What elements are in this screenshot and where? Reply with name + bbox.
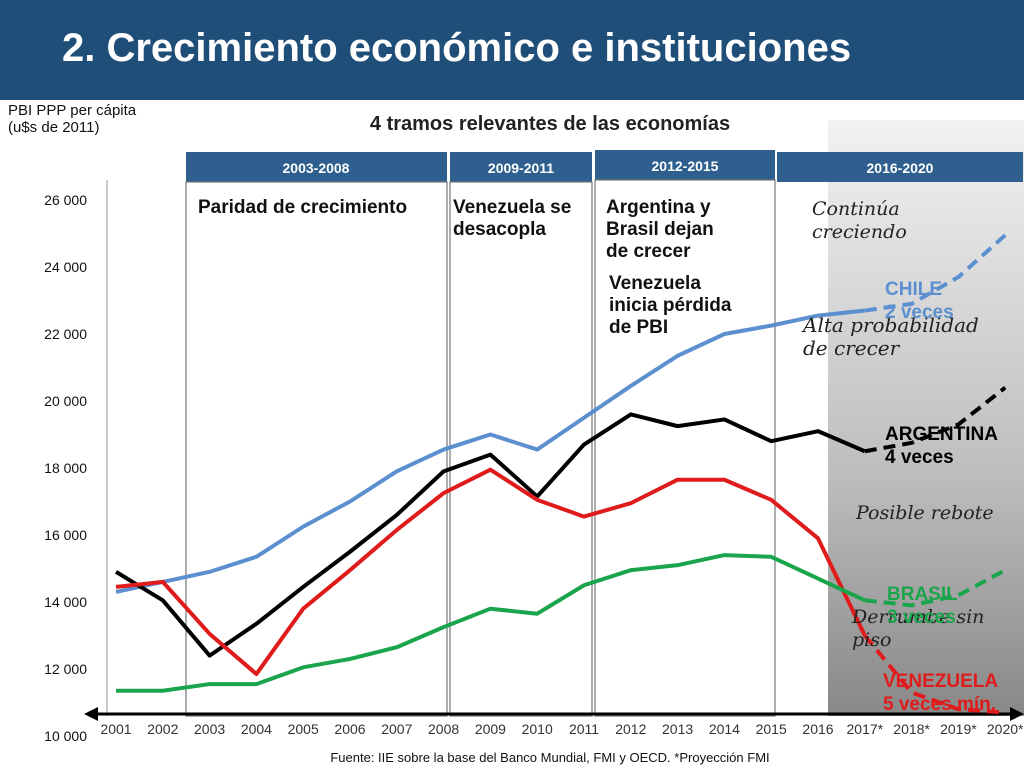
x-tick-label: 2020* — [987, 721, 1024, 737]
chart-subtitle: 4 tramos relevantes de las economías — [369, 113, 731, 135]
x-axis-arrow-left — [84, 707, 98, 721]
note-paridad: Paridad de crecimiento — [198, 197, 407, 218]
y-tick-label: 14 000 — [44, 594, 87, 610]
y-tick-label: 12 000 — [44, 661, 87, 677]
period-box-2 — [449, 181, 593, 717]
label-argentina-1: ARGENTINA — [885, 424, 998, 445]
series-projection-chile — [864, 233, 1007, 313]
source-note: Fuente: IIE sobre la base del Banco Mund… — [330, 750, 770, 765]
note-arg-bra-3: de crecer — [606, 241, 691, 262]
x-tick-label: 2013 — [662, 721, 693, 737]
note-ven-perdida-1: Venezuela — [609, 273, 701, 294]
x-tick-label: 2019* — [940, 721, 977, 737]
period-box-1 — [185, 181, 448, 717]
annot-derrumbe-1: Derrumbe sin — [851, 606, 984, 628]
x-tick-label: 2010 — [522, 721, 553, 737]
x-tick-label: 2005 — [288, 721, 319, 737]
x-tick-label: 2008 — [428, 721, 459, 737]
note-ven-perdida-3: de PBI — [609, 317, 668, 338]
series-projection-brasil — [864, 568, 1007, 608]
y-tick-labels: 10 000 12 000 14 000 16 000 18 000 20 000 22 0… — [44, 192, 87, 744]
label-argentina-2: 4 veces — [885, 447, 954, 468]
annot-continua-2: creciendo — [812, 221, 907, 243]
note-arg-bra-2: Brasil dejan — [606, 219, 714, 240]
series-line-chile — [115, 308, 866, 594]
label-venezuela-2: 5 veces mín. — [883, 694, 996, 715]
series-line-argentina — [114, 412, 866, 658]
x-tick-label: 2009 — [475, 721, 506, 737]
y-axis-label-line1: PBI PPP per cápita — [8, 102, 137, 119]
x-tick-label: 2004 — [241, 721, 272, 737]
note-arg-bra-1: Argentina y — [606, 197, 711, 218]
annot-continua-1: Continúa — [812, 198, 900, 220]
slide-title: 2. Crecimiento económico e instituciones — [62, 26, 852, 70]
annot-rebote: Posible rebote — [855, 502, 994, 524]
y-axis-label-line2: (u$s de 2011) — [8, 119, 100, 136]
period-label-3: 2012-2015 — [652, 158, 719, 174]
note-venezuela-desacopla-2: desacopla — [453, 219, 546, 240]
y-tick-label: 26 000 — [44, 192, 87, 208]
projection-area — [828, 120, 1024, 716]
period-label-2: 2009-2011 — [488, 160, 554, 176]
label-brasil-1: BRASIL — [887, 584, 958, 605]
x-tick-label: 2007 — [381, 721, 412, 737]
annot-alta-1: Alta probabilidad — [801, 313, 979, 337]
series-lines — [114, 233, 1007, 715]
note-venezuela-desacopla-1: Venezuela se — [453, 197, 571, 218]
x-tick-label: 2017* — [847, 721, 884, 737]
series-line-brasil — [116, 553, 866, 693]
y-tick-label: 20 000 — [44, 393, 87, 409]
annot-derrumbe-2: piso — [852, 629, 891, 651]
x-tick-label: 2012 — [615, 721, 646, 737]
label-venezuela-1: VENEZUELA — [883, 671, 998, 692]
period-label-1: 2003-2008 — [283, 160, 350, 176]
y-tick-label: 10 000 — [44, 728, 87, 744]
period-band-2009-2011 — [450, 152, 592, 182]
period-band-2003-2008 — [186, 152, 447, 182]
period-box-3 — [594, 179, 776, 717]
note-ven-perdida-2: inicia pérdida — [609, 295, 732, 316]
x-tick-label: 2006 — [334, 721, 365, 737]
title-bar — [0, 0, 1024, 100]
y-tick-label: 16 000 — [44, 527, 87, 543]
x-tick-label: 2002 — [147, 721, 178, 737]
series-projection-venezuela — [863, 634, 1006, 715]
period-label-4: 2016-2020 — [867, 160, 934, 176]
y-tick-label: 22 000 — [44, 326, 87, 342]
label-chile-2: 2 veces — [885, 302, 954, 323]
x-tick-label: 2018* — [893, 721, 930, 737]
x-tick-label: 2001 — [100, 721, 131, 737]
x-tick-label: 2016 — [802, 721, 833, 737]
x-axis-arrow-right — [1010, 707, 1024, 721]
annot-alta-2: de crecer — [803, 336, 901, 360]
y-tick-label: 24 000 — [44, 259, 87, 275]
y-tick-label: 18 000 — [44, 460, 87, 476]
x-tick-label: 2015 — [756, 721, 787, 737]
label-brasil-2: 3 veces — [887, 607, 956, 628]
series-line-venezuela — [115, 467, 867, 677]
x-tick-label: 2014 — [709, 721, 740, 737]
label-chile-1: CHILE — [885, 279, 942, 300]
x-tick-label: 2003 — [194, 721, 225, 737]
x-tick-label: 2011 — [569, 721, 599, 737]
series-projection-argentina — [864, 386, 1007, 454]
y-axis-label: PBI PPP per cápita (u$s de 2011) — [8, 102, 136, 136]
period-band-2016-2020 — [777, 152, 1023, 182]
x-tick-labels: 2001 2002 2003 2004 2005 2006 2007 2008 2009 2010… — [100, 721, 1024, 737]
period-band-2012-2015 — [595, 150, 775, 180]
